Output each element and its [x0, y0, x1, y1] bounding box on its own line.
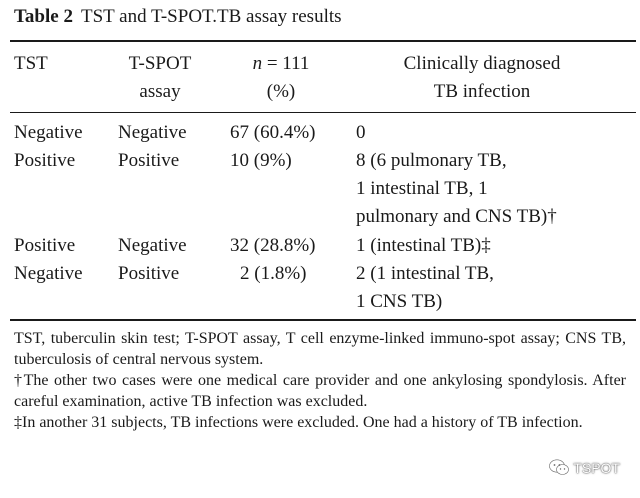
- row1-tst: Negative: [14, 122, 83, 143]
- top-rule: [10, 40, 636, 42]
- header-tspot: T-SPOT assay: [108, 50, 212, 106]
- row3-n: 32 (28.8%): [230, 235, 316, 256]
- row4-tspot: Positive: [118, 263, 180, 284]
- row4-clin-line1: 2 (1 intestinal TB,: [356, 263, 494, 284]
- table-label: Table 2: [14, 6, 73, 27]
- header-n-line1: n = 111: [252, 53, 310, 74]
- header-rule: [10, 112, 636, 113]
- row2-n: 10 (9%): [230, 150, 292, 171]
- header-clinical-line2: TB infection: [433, 81, 531, 102]
- row4-n: 2 (1.8%): [240, 263, 307, 284]
- table-footnotes: TST, tuberculin skin test; T-SPOT assay,…: [14, 328, 626, 433]
- watermark-text: TSPOT: [573, 459, 620, 476]
- row4-clin: 2 (1 intestinal TB, 1 CNS TB): [356, 260, 494, 316]
- footnote-abbreviations: TST, tuberculin skin test; T-SPOT assay,…: [14, 330, 626, 368]
- row2-clin-line3: pulmonary and CNS TB)†: [356, 206, 557, 227]
- row2-tspot: Positive: [118, 150, 180, 171]
- header-tspot-line2: assay: [139, 81, 181, 102]
- row4-tst: Negative: [14, 263, 83, 284]
- header-clinical: Clinically diagnosed TB infection: [362, 50, 602, 106]
- row1-tspot: Negative: [118, 122, 187, 143]
- row2-clin-line1: 8 (6 pulmonary TB,: [356, 150, 507, 171]
- row3-clin-line1: 1 (intestinal TB)‡: [356, 235, 491, 256]
- bottom-rule: [10, 319, 636, 321]
- row3-clin: 1 (intestinal TB)‡: [356, 232, 491, 260]
- header-n: n = 111 (%): [226, 50, 336, 106]
- watermark: TSPOT: [549, 459, 620, 476]
- row2-tst: Positive: [14, 150, 76, 171]
- row3-tst: Positive: [14, 235, 76, 256]
- row4-clin-line2: 1 CNS TB): [356, 291, 443, 312]
- footnote-double-dagger: ‡In another 31 subjects, TB infections w…: [14, 414, 583, 431]
- wechat-icon: [549, 459, 570, 476]
- header-clinical-line1: Clinically diagnosed: [403, 53, 561, 74]
- row1-clin-line1: 0: [356, 122, 366, 143]
- header-n-line2: (%): [266, 81, 296, 102]
- table-title: TST and T-SPOT.TB assay results: [80, 6, 342, 27]
- table-caption: Table 2 TST and T-SPOT.TB assay results: [14, 6, 342, 28]
- footnote-dagger: †The other two cases were one medical ca…: [14, 372, 626, 410]
- row3-tspot: Negative: [118, 235, 187, 256]
- row2-clin: 8 (6 pulmonary TB, 1 intestinal TB, 1 pu…: [356, 147, 557, 231]
- row2-clin-line2: 1 intestinal TB, 1: [356, 178, 488, 199]
- header-tspot-line1: T-SPOT: [128, 53, 192, 74]
- header-tst: TST: [14, 53, 48, 74]
- row1-clin: 0: [356, 119, 366, 147]
- row1-n: 67 (60.4%): [230, 122, 316, 143]
